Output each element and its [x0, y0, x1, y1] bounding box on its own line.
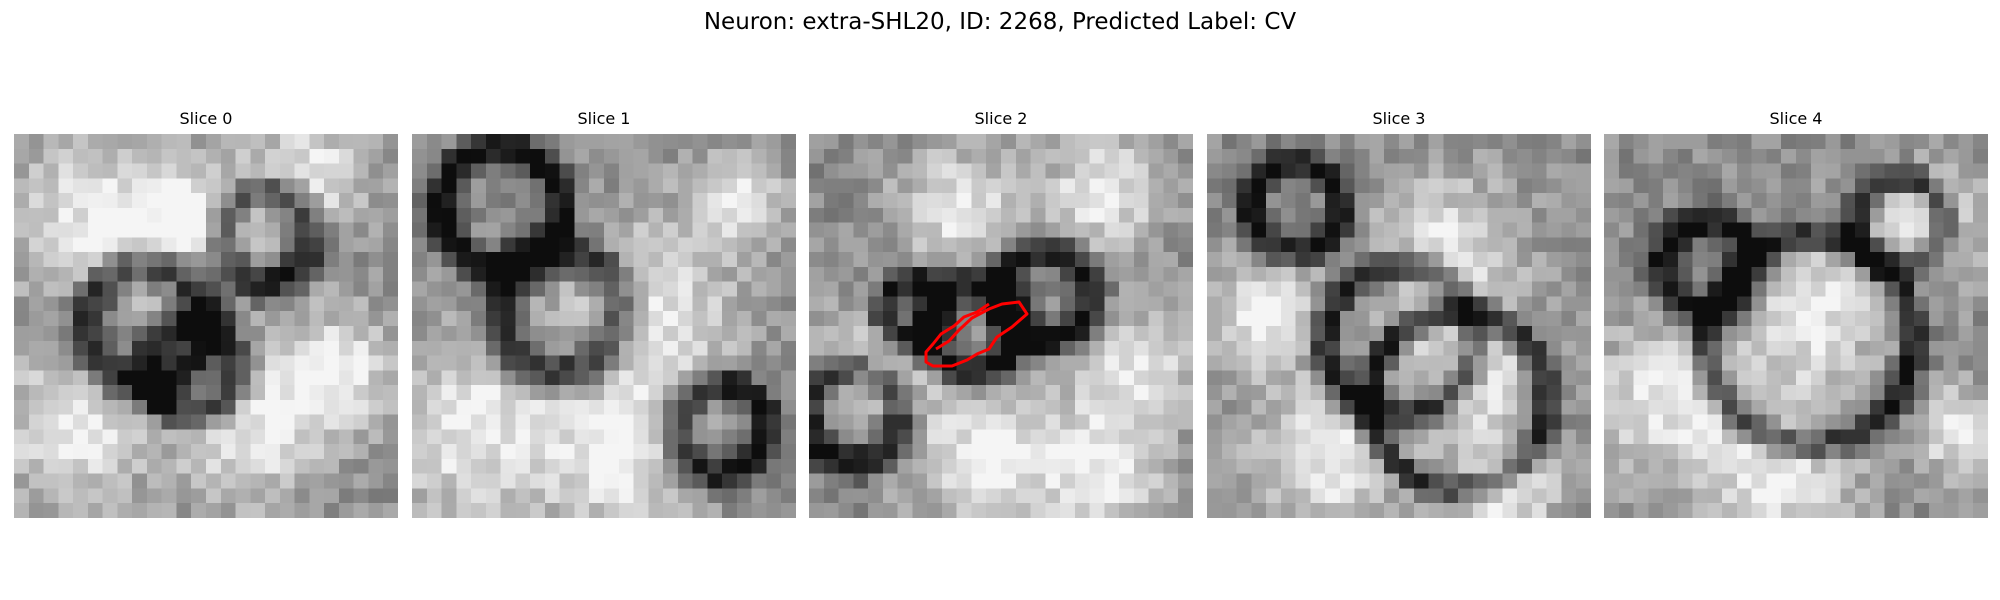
slice-image	[412, 134, 796, 518]
slice-image	[14, 134, 398, 518]
slice-title: Slice 0	[179, 109, 233, 128]
slice-title: Slice 3	[1372, 109, 1426, 128]
slice-panel-2: Slice 2	[809, 109, 1193, 518]
slice-title: Slice 2	[974, 109, 1028, 128]
slice-image	[1604, 134, 1988, 518]
slice-image	[1207, 134, 1591, 518]
slice-panel-4: Slice 4	[1604, 109, 1988, 518]
slice-panel-0: Slice 0	[14, 109, 398, 518]
slice-panel-1: Slice 1	[412, 109, 796, 518]
slice-title: Slice 1	[577, 109, 631, 128]
slice-title: Slice 4	[1769, 109, 1823, 128]
slice-image	[809, 134, 1193, 518]
slice-panel-3: Slice 3	[1207, 109, 1591, 518]
figure-title: Neuron: extra-SHL20, ID: 2268, Predicted…	[703, 9, 1297, 35]
